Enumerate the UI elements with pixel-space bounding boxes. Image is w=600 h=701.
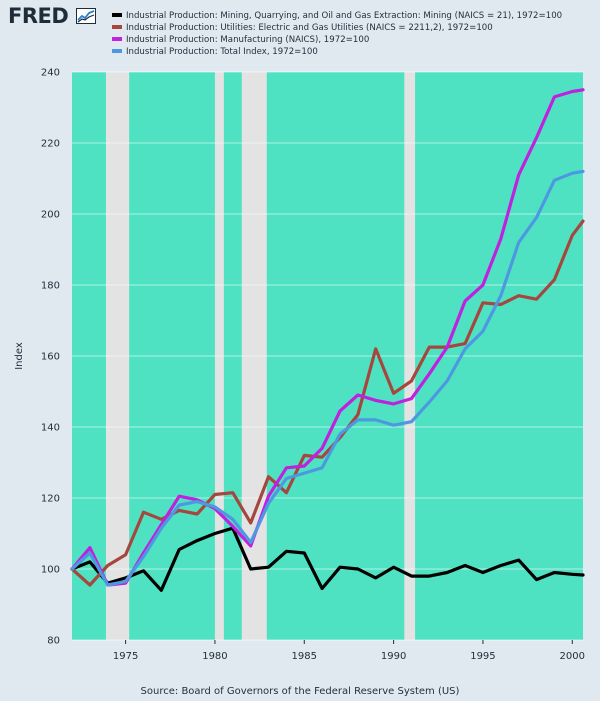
legend-item: Industrial Production: Total Index, 1972… [112, 46, 562, 58]
y-tick-label: 100 [41, 565, 60, 576]
legend-swatch [112, 12, 122, 17]
fred-chart-icon [76, 8, 96, 24]
legend-swatch [112, 36, 122, 41]
series-line-0 [70, 526, 585, 592]
gridlines [72, 71, 583, 641]
x-tick-label: 1980 [202, 651, 227, 662]
x-tick-label: 1975 [113, 651, 138, 662]
legend-label: Industrial Production: Total Index, 1972… [126, 47, 318, 57]
legend-label: Industrial Production: Utilities: Electr… [126, 23, 493, 33]
y-tick-label: 220 [41, 139, 60, 150]
x-tick-label: 1990 [381, 651, 406, 662]
legend-item: Industrial Production: Manufacturing (NA… [112, 34, 562, 46]
y-tick-label: 240 [41, 68, 60, 79]
legend-item: Industrial Production: Utilities: Electr… [112, 22, 562, 34]
legend-swatch [112, 24, 122, 29]
y-tick-label: 160 [41, 352, 60, 363]
legend-swatch [112, 48, 122, 53]
fred-logo-text: FRED [8, 4, 69, 28]
x-tick-label: 1985 [292, 651, 317, 662]
legend-item: Industrial Production: Mining, Quarrying… [112, 10, 562, 22]
series-line-1 [70, 219, 585, 587]
y-axis: 80 100 120 140 160 180 200 220 240 [41, 68, 60, 647]
chart-legend: Industrial Production: Mining, Quarrying… [112, 10, 562, 58]
y-tick-label: 140 [41, 423, 60, 434]
y-tick-label: 80 [47, 636, 60, 647]
series-lines [70, 88, 585, 592]
series-line-3 [70, 169, 585, 587]
y-tick-label: 180 [41, 281, 60, 292]
x-axis: 1975 1980 1985 1990 1995 2000 [113, 640, 585, 662]
legend-label: Industrial Production: Mining, Quarrying… [126, 11, 563, 21]
source-note: Source: Board of Governors of the Federa… [140, 686, 460, 697]
y-tick-label: 120 [41, 494, 60, 505]
y-axis-label: Index [14, 342, 25, 370]
series-line-2 [70, 88, 585, 587]
fred-logo: FRED [8, 4, 69, 28]
x-tick-label: 2000 [560, 651, 585, 662]
x-tick-label: 1995 [470, 651, 495, 662]
legend-label: Industrial Production: Manufacturing (NA… [126, 35, 370, 45]
y-tick-label: 200 [41, 210, 60, 221]
